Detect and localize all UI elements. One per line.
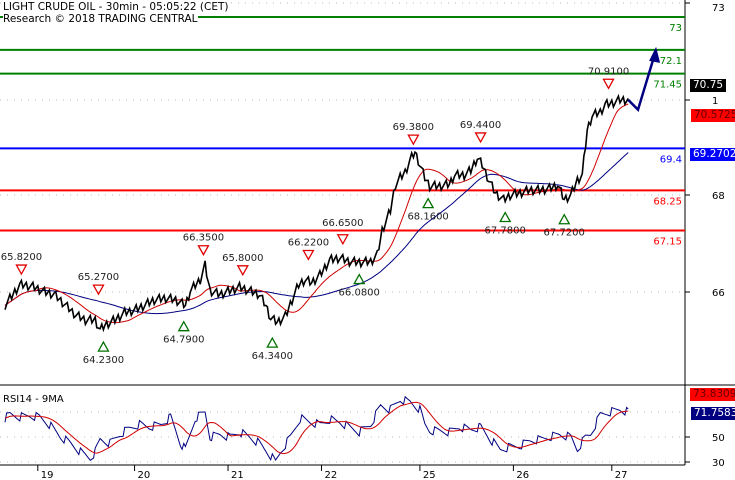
swing-low-marker-icon xyxy=(422,197,435,209)
swing-high-marker-icon xyxy=(92,284,105,296)
swing-high-marker-icon xyxy=(336,234,349,246)
x-tick-label: 19 xyxy=(41,470,54,480)
rsi-y-tick-label: 50 xyxy=(712,433,725,444)
x-tick-label: 22 xyxy=(325,470,338,480)
swing-high-marker-icon xyxy=(302,249,315,261)
ma-fast-badge: 70.5725 xyxy=(691,109,735,122)
level-label: 71.45 xyxy=(653,80,682,91)
swing-high-label: 70.9100 xyxy=(588,66,629,77)
rsi-badge: 71.7583 xyxy=(691,407,735,420)
swing-low-label: 64.3400 xyxy=(252,351,293,362)
swing-low-marker-icon xyxy=(266,336,279,348)
swing-high-marker-icon xyxy=(602,78,615,90)
copyright: Research © 2018 TRADING CENTRAL xyxy=(3,13,198,25)
ma-slow-badge: 69.2702 xyxy=(690,148,735,161)
swing-high-label: 65.2700 xyxy=(78,272,119,283)
rsi-y-tick-label: 30 xyxy=(712,458,725,469)
swing-high-marker-icon xyxy=(236,265,249,277)
y-tick-label: 1 xyxy=(712,96,718,107)
rsi-ma-line xyxy=(4,401,629,455)
ma-slow-line xyxy=(4,152,629,315)
swing-high-marker-icon xyxy=(197,245,210,257)
swing-low-marker-icon xyxy=(353,273,366,285)
chart-title: LIGHT CRUDE OIL - 30min - 05:05:22 (CET) xyxy=(3,1,229,13)
x-tick-label: 26 xyxy=(516,470,529,480)
rsi-title: RSI14 - 9MA xyxy=(3,394,64,405)
level-label: 72.1 xyxy=(660,56,682,67)
y-tick-label: 66 xyxy=(712,288,725,299)
y-tick-label: 68 xyxy=(712,191,725,202)
price-line xyxy=(4,93,629,333)
level-label: 67.15 xyxy=(653,237,682,248)
swing-low-label: 64.2300 xyxy=(83,355,124,366)
swing-high-marker-icon xyxy=(15,264,28,276)
ma-fast-line xyxy=(4,103,629,324)
swing-low-label: 66.0800 xyxy=(339,288,380,299)
swing-high-label: 66.2200 xyxy=(288,237,329,248)
swing-high-label: 65.8000 xyxy=(222,253,263,264)
swing-high-label: 69.3800 xyxy=(393,122,434,133)
projection-arrow xyxy=(627,49,658,113)
swing-low-label: 67.7200 xyxy=(544,228,585,239)
swing-low-label: 67.7800 xyxy=(485,226,526,237)
swing-low-label: 68.1600 xyxy=(407,212,448,223)
swing-low-marker-icon xyxy=(97,340,110,352)
x-tick-label: 25 xyxy=(423,470,436,480)
swing-low-marker-icon xyxy=(499,211,512,223)
x-tick-label: 20 xyxy=(138,470,151,480)
swing-low-label: 64.7900 xyxy=(163,335,204,346)
swing-high-label: 65.8200 xyxy=(1,252,42,263)
swing-high-label: 69.4400 xyxy=(460,120,501,131)
x-tick-label: 21 xyxy=(231,470,244,480)
last-price-badge: 70.75 xyxy=(690,79,727,92)
swing-high-marker-icon xyxy=(407,134,420,146)
rsi-ma-badge: 73.8309 xyxy=(690,388,735,401)
level-label: 69.4 xyxy=(660,154,682,165)
x-tick-label: 27 xyxy=(615,470,628,480)
level-label: 73 xyxy=(669,23,682,34)
swing-low-marker-icon xyxy=(177,320,190,332)
swing-low-marker-icon xyxy=(558,213,571,225)
rsi-line xyxy=(4,395,629,462)
swing-high-marker-icon xyxy=(474,132,487,144)
projection-arrowhead-icon xyxy=(649,46,661,63)
swing-high-label: 66.6500 xyxy=(322,218,363,229)
level-label: 68.25 xyxy=(653,196,682,207)
y-tick-label: 73 xyxy=(712,3,725,14)
swing-high-label: 66.3500 xyxy=(183,233,224,244)
